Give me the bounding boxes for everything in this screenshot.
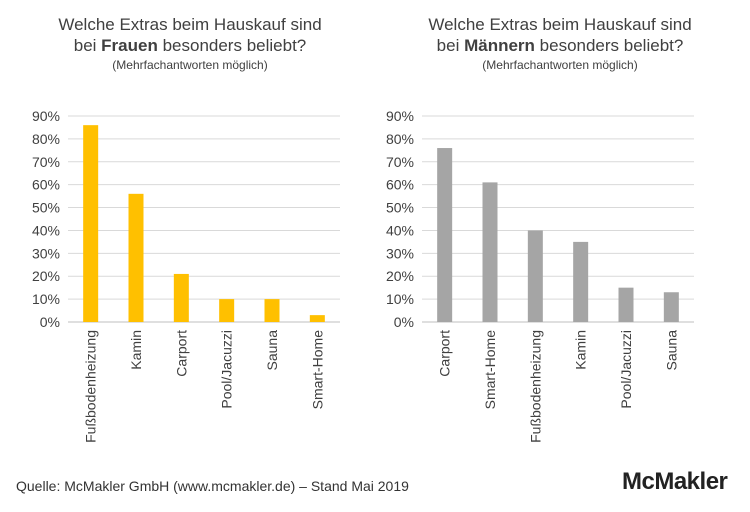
chart-title-frauen: Welche Extras beim Hauskauf sind bei Fra…: [10, 14, 370, 74]
y-tick-label: 80%: [32, 131, 60, 147]
y-tick-label: 50%: [386, 200, 414, 216]
y-tick-label: 30%: [32, 245, 60, 261]
bar: [482, 182, 498, 322]
bar: [173, 273, 189, 322]
y-tick-label: 40%: [32, 222, 60, 238]
bar-chart-maenner: 0% 10% 20% 30% 40% 50% 60% 70% 80% 90% Carport Smar…: [386, 108, 694, 443]
title-highlight: Frauen: [101, 36, 158, 55]
title-line-1: Welche Extras beim Hauskauf sind: [58, 15, 322, 34]
y-tick-label: 0%: [40, 314, 60, 330]
y-tick-label: 50%: [32, 200, 60, 216]
chart-subtitle: (Mehrfachantworten möglich): [482, 58, 638, 72]
bar: [663, 292, 679, 322]
x-tick-label: Kamin: [128, 330, 144, 370]
y-tick-label: 60%: [32, 177, 60, 193]
source-note: Quelle: McMakler GmbH (www.mcmakler.de) …: [16, 478, 409, 494]
y-tick-label: 20%: [386, 268, 414, 284]
bar: [437, 148, 453, 322]
y-tick-label: 30%: [386, 245, 414, 261]
y-tick-label: 10%: [386, 291, 414, 307]
x-tick-label: Carport: [437, 330, 453, 377]
y-tick-label: 10%: [32, 291, 60, 307]
bar: [618, 287, 634, 322]
bar: [264, 299, 280, 322]
chart-title-maenner: Welche Extras beim Hauskauf sind bei Män…: [380, 14, 740, 74]
x-tick-label: Carport: [173, 330, 189, 377]
x-tick-label: Sauna: [264, 330, 280, 371]
x-tick-label: Kamin: [573, 330, 589, 370]
chart-subtitle: (Mehrfachantworten möglich): [112, 58, 268, 72]
x-tick-label: Pool/Jacuzzi: [618, 330, 634, 409]
x-tick-label: Fußbodenheizung: [83, 330, 99, 443]
y-tick-label: 40%: [386, 222, 414, 238]
y-tick-label: 0%: [394, 314, 414, 330]
title-line-1: Welche Extras beim Hauskauf sind: [428, 15, 692, 34]
bar: [128, 193, 144, 322]
y-tick-label: 80%: [386, 131, 414, 147]
y-tick-label: 20%: [32, 268, 60, 284]
x-tick-label: Smart-Home: [309, 330, 325, 410]
bar-chart-frauen: 0% 10% 20% 30% 40% 50% 60% 70% 80% 90% Fußbodenhei…: [32, 108, 340, 443]
y-tick-label: 70%: [386, 154, 414, 170]
y-tick-label: 90%: [386, 108, 414, 124]
x-tick-label: Sauna: [663, 330, 679, 371]
title-line-2: bei Männern besonders beliebt?: [436, 36, 684, 55]
bar: [573, 241, 589, 322]
bar: [309, 315, 325, 322]
x-tick-label: Pool/Jacuzzi: [219, 330, 235, 409]
bar: [527, 230, 543, 322]
title-highlight: Männern: [464, 36, 535, 55]
y-tick-label: 60%: [386, 177, 414, 193]
mcmakler-logo: McMakler: [622, 468, 728, 495]
x-tick-label: Smart-Home: [482, 330, 498, 410]
bar: [219, 299, 235, 322]
bar: [83, 125, 99, 323]
y-tick-label: 70%: [32, 154, 60, 170]
y-tick-label: 90%: [32, 108, 60, 124]
x-tick-label: Fußbodenheizung: [527, 330, 543, 443]
title-line-2: bei Frauen besonders beliebt?: [73, 36, 307, 55]
